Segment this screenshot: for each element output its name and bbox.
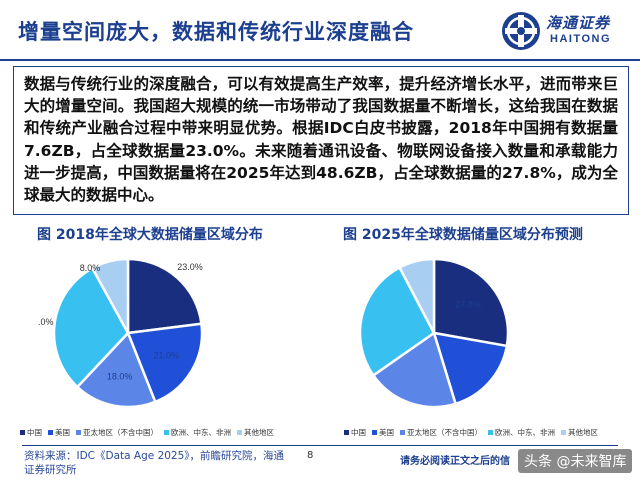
legend-item: 其他地区: [561, 427, 598, 438]
legend-item: 亚太地区（不含中国）: [400, 427, 482, 438]
chart-2018-title: 图 2018年全球大数据储量区域分布: [37, 227, 263, 243]
pie-slice-3: [358, 265, 436, 378]
legend-label: 欧洲、中东、非洲: [495, 428, 555, 437]
pie-slice-1: [432, 331, 509, 406]
page-number: 8: [307, 450, 314, 461]
pie-slice-4: [397, 257, 436, 334]
legend-item: 欧洲、中东、非洲: [164, 427, 231, 438]
source-note: 资料来源：IDC《Data Age 2025》，前瞻研究院，海通证券研究所: [24, 450, 285, 476]
legend-label: 美国: [55, 428, 70, 437]
legend-swatch: [237, 430, 242, 435]
pie-value-label: 8.0%: [80, 263, 101, 273]
page-title: 增量空间庞大，数据和传统行业深度融合: [18, 20, 414, 44]
legend-item: 中国: [344, 427, 366, 438]
legend-label: 其他地区: [244, 428, 274, 437]
pie-chart-2025: 27.8%: [358, 257, 510, 409]
legend-label: 美国: [379, 428, 394, 437]
legend-item: 欧洲、中东、非洲: [488, 427, 555, 438]
pie-value-label: 18.0%: [107, 372, 133, 382]
pie-slice-2: [75, 330, 157, 409]
legend-label: 中国: [351, 428, 366, 437]
legend-label: 亚太地区（不含中国）: [407, 428, 482, 437]
legend-swatch: [400, 430, 405, 435]
legend-swatch: [48, 430, 53, 435]
pie-value-label: 21.0%: [153, 351, 179, 361]
disclaimer-notice: 请务必阅读正文之后的信: [400, 456, 510, 467]
logo-chinese-text: 海通证券: [546, 14, 611, 32]
summary-box: 数据与传统行业的深度融合，可以有效提高生产效率，提升经济增长水平，进而带来巨大的…: [13, 66, 629, 215]
watermark: 头条 @未来智库: [518, 449, 633, 473]
legend-item: 美国: [372, 427, 394, 438]
legend-swatch: [344, 430, 349, 435]
pie-slice-4: [90, 257, 130, 334]
legend-label: 其他地区: [568, 428, 598, 437]
legend-label: 中国: [27, 428, 42, 437]
pie-slice-2: [371, 330, 458, 409]
legend-item: 美国: [48, 427, 70, 438]
chart-2018-legend: 中国 美国 亚太地区（不含中国） 欧洲、中东、非洲 其他地区: [20, 427, 274, 438]
footer-divider: [22, 445, 618, 446]
pie-slice-0: [126, 257, 203, 335]
pie-slice-3: [52, 266, 130, 389]
company-logo: 海通证券 HAITONG: [500, 6, 632, 54]
legend-swatch: [561, 430, 566, 435]
pie-value-label: 30.0%: [38, 317, 53, 327]
header-divider: [0, 59, 640, 61]
legend-swatch: [76, 430, 81, 435]
chart-2025-title: 图 2025年全球数据储量区域分布预测: [343, 227, 583, 243]
legend-swatch: [164, 430, 169, 435]
chart-2025-legend: 中国 美国 亚太地区（不含中国） 欧洲、中东、非洲 其他地区: [344, 427, 598, 438]
pie-chart-2018: 23.0% 21.0% 18.0% 30.0% 8.0%: [38, 257, 204, 409]
pie-value-label: 23.0%: [177, 262, 203, 272]
legend-item: 亚太地区（不含中国）: [76, 427, 158, 438]
legend-item: 中国: [20, 427, 42, 438]
legend-item: 其他地区: [237, 427, 274, 438]
pie-slice-0: [432, 257, 510, 348]
legend-label: 欧洲、中东、非洲: [171, 428, 231, 437]
pie-value-label: 27.8%: [455, 299, 481, 309]
logo-english-text: HAITONG: [550, 33, 612, 45]
legend-label: 亚太地区（不含中国）: [83, 428, 158, 437]
legend-swatch: [372, 430, 377, 435]
pie-slice-1: [126, 322, 204, 404]
legend-swatch: [488, 430, 493, 435]
summary-text: 数据与传统行业的深度融合，可以有效提高生产效率，提升经济增长水平，进而带来巨大的…: [24, 75, 618, 205]
haitong-emblem-icon: [502, 12, 540, 50]
legend-swatch: [20, 430, 25, 435]
